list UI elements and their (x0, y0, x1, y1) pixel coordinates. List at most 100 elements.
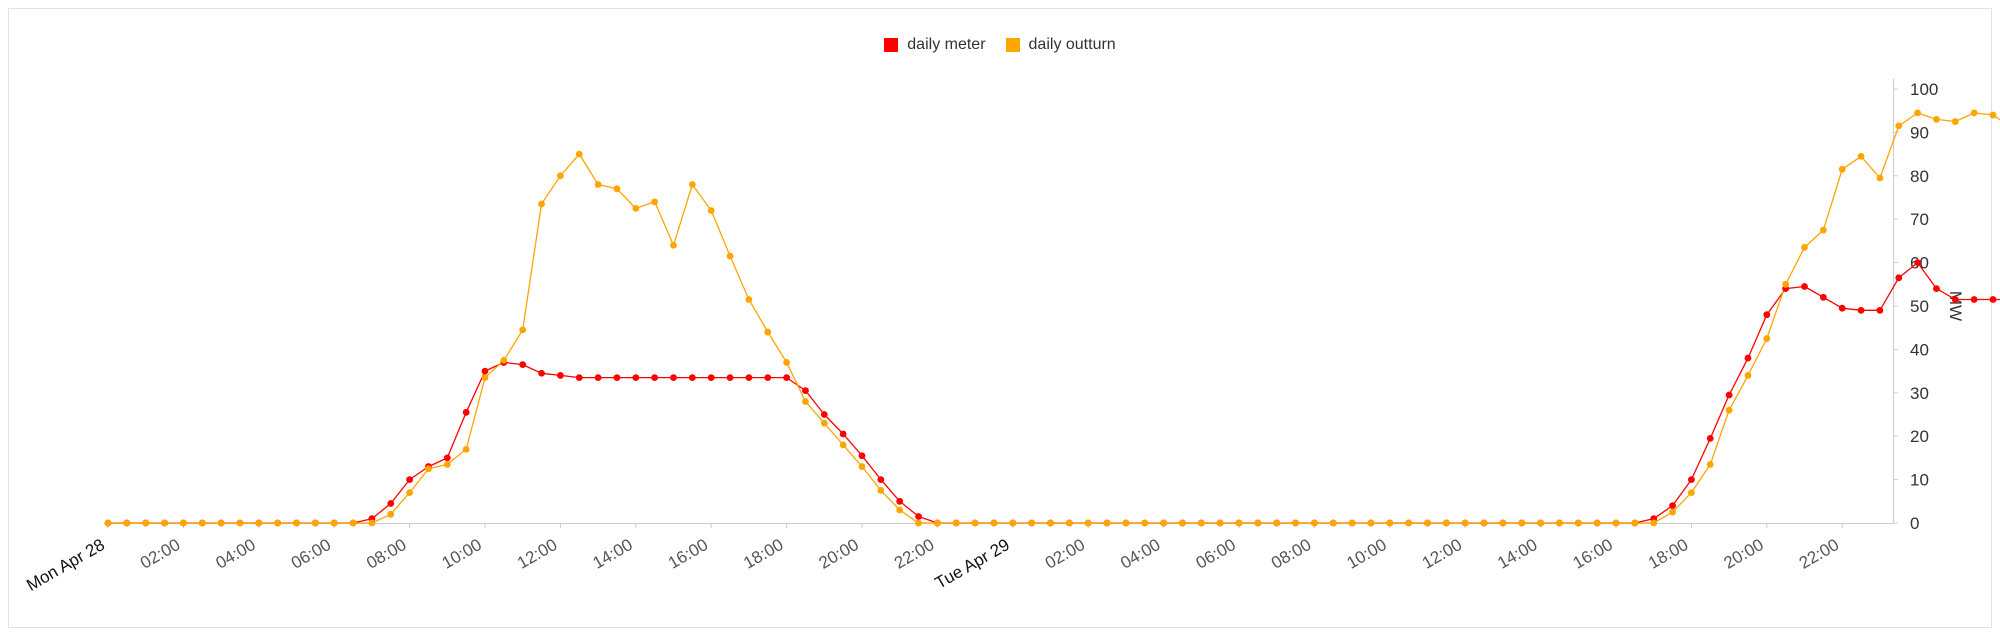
data-point-daily-outturn (1933, 115, 1940, 123)
data-point-daily-outturn (877, 487, 885, 494)
data-point-daily-outturn (1989, 111, 1997, 119)
legend-item-daily-outturn[interactable]: daily outturn (1005, 36, 1116, 54)
series-line-daily-outturn (108, 112, 2000, 524)
data-point-daily-meter (820, 411, 828, 418)
data-point-daily-outturn (858, 463, 866, 470)
y-tick-label: 0 (1910, 514, 1919, 533)
data-point-daily-meter (406, 476, 413, 483)
x-tick-label: 16:00 (1570, 535, 1616, 573)
data-point-daily-meter (443, 454, 451, 462)
data-point-daily-meter (688, 374, 696, 382)
x-tick-label: 06:00 (1193, 535, 1239, 573)
data-point-daily-outturn (688, 181, 696, 188)
data-point-daily-outturn (198, 519, 206, 527)
data-point-daily-meter (594, 374, 602, 382)
data-point-daily-outturn (1631, 519, 1639, 527)
data-point-daily-outturn (142, 519, 150, 527)
data-point-daily-meter (1857, 306, 1865, 314)
data-point-daily-outturn (1386, 519, 1394, 527)
data-point-daily-outturn (274, 519, 282, 527)
data-point-daily-outturn (1876, 174, 1884, 182)
legend-swatch-daily-meter (884, 38, 899, 52)
data-point-daily-meter (670, 374, 677, 382)
data-point-daily-meter (1970, 296, 1978, 303)
x-tick-label: 08:00 (1268, 535, 1314, 573)
y-tick-label: 50 (1910, 297, 1929, 316)
data-point-daily-meter (1688, 476, 1695, 483)
data-point-daily-outturn (783, 359, 790, 366)
x-tick-label: 04:00 (212, 535, 258, 573)
x-tick-label: 20:00 (816, 535, 862, 573)
data-point-daily-meter (802, 387, 809, 395)
x-tick-label: 14:00 (589, 535, 635, 573)
data-point-daily-outturn (1499, 519, 1507, 527)
data-point-daily-meter (613, 374, 621, 382)
data-point-daily-meter (745, 374, 753, 382)
data-point-daily-meter (1706, 434, 1714, 442)
data-point-daily-outturn (1801, 244, 1808, 251)
x-tick-label: 18:00 (740, 535, 786, 573)
data-point-daily-outturn (1480, 519, 1488, 527)
y-tick-label: 20 (1910, 427, 1929, 446)
data-point-daily-outturn (764, 328, 772, 336)
data-point-daily-meter (557, 372, 564, 379)
data-point-daily-outturn (745, 296, 753, 303)
data-point-daily-outturn (1311, 519, 1318, 527)
x-tick-label: 14:00 (1494, 535, 1540, 573)
data-point-daily-meter (1951, 296, 1959, 303)
data-point-daily-outturn (934, 519, 941, 527)
data-point-daily-outturn (1179, 519, 1186, 527)
data-point-daily-meter (1895, 274, 1903, 282)
x-tick-label: 22:00 (891, 535, 937, 573)
data-point-daily-outturn (1574, 519, 1582, 527)
x-tick-label: 16:00 (665, 535, 711, 573)
data-point-daily-outturn (1141, 519, 1149, 527)
data-point-daily-outturn (349, 519, 357, 527)
data-point-daily-meter (764, 374, 772, 382)
y-tick-label: 10 (1910, 471, 1929, 490)
y-tick-label: 90 (1910, 123, 1929, 142)
data-point-daily-outturn (1065, 519, 1073, 527)
data-point-daily-outturn (820, 419, 828, 427)
x-tick-label: 08:00 (363, 535, 409, 573)
x-tick-label: 04:00 (1117, 535, 1163, 573)
data-point-daily-outturn (1273, 519, 1281, 527)
data-point-daily-outturn (575, 150, 583, 158)
x-tick-label: Mon Apr 28 (23, 535, 108, 595)
data-point-daily-meter (1876, 306, 1884, 314)
data-point-daily-outturn (368, 519, 376, 527)
data-point-daily-outturn (1160, 519, 1167, 527)
data-point-daily-outturn (1348, 519, 1356, 527)
data-point-daily-outturn (1028, 519, 1036, 527)
data-point-daily-outturn (1367, 519, 1375, 527)
x-tick-label: 10:00 (1343, 535, 1389, 573)
data-point-daily-outturn (1650, 519, 1658, 527)
legend-label-daily-outturn: daily outturn (1028, 36, 1116, 53)
data-point-daily-outturn (180, 519, 187, 527)
y-tick-label: 100 (1910, 80, 1938, 99)
data-point-daily-outturn (1725, 406, 1733, 414)
data-point-daily-outturn (161, 519, 168, 527)
data-point-daily-outturn (1461, 519, 1469, 527)
legend-item-daily-meter[interactable]: daily meter (884, 36, 986, 54)
data-point-daily-outturn (1838, 165, 1846, 173)
y-tick-label: 80 (1910, 167, 1929, 186)
data-point-daily-outturn (519, 326, 527, 334)
data-point-daily-outturn (425, 465, 432, 473)
data-point-daily-meter (707, 374, 715, 382)
data-point-daily-outturn (1763, 335, 1771, 342)
data-point-daily-meter (1669, 502, 1676, 510)
data-point-daily-meter (519, 361, 527, 368)
data-point-daily-outturn (330, 519, 338, 527)
x-tick-label: 02:00 (1042, 535, 1088, 573)
data-point-daily-outturn (1103, 519, 1111, 527)
data-point-daily-outturn (952, 519, 960, 527)
y-tick-label: 30 (1910, 384, 1929, 403)
data-point-daily-outturn (236, 519, 244, 527)
data-point-daily-outturn (1537, 519, 1544, 527)
data-point-daily-meter (1819, 293, 1827, 301)
x-tick-label: Tue Apr 29 (932, 535, 1013, 593)
data-point-daily-outturn (1688, 489, 1695, 497)
x-tick-label: 06:00 (288, 535, 334, 573)
data-point-daily-outturn (1235, 519, 1243, 527)
